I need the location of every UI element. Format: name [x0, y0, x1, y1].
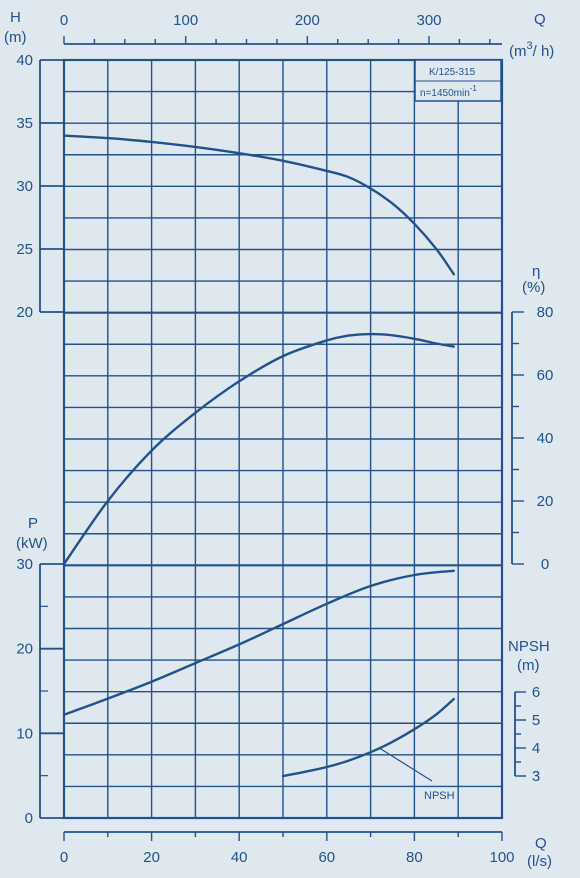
q-bottom-axis-unit: (l/s) [527, 853, 552, 870]
q-bottom-tick-label: 0 [60, 849, 68, 866]
q-top-tick-label: 300 [416, 12, 441, 29]
info-box: K/125-315 n=1450min-1 [414, 59, 502, 102]
power-tick-label: 20 [16, 641, 33, 658]
efficiency-axis-label: η [532, 263, 540, 280]
power-tick-label: 0 [25, 810, 33, 827]
power-tick-label: 30 [16, 556, 33, 573]
curves [62, 134, 455, 778]
head-curve [62, 134, 455, 276]
npsh-axis-label: NPSH [508, 638, 550, 655]
power-axis-label: P [28, 515, 38, 532]
npsh-curve [281, 697, 455, 778]
efficiency-curve [62, 332, 455, 566]
efficiency-tick-label: 80 [537, 304, 554, 321]
q-top-unit-base: (m [509, 43, 527, 60]
plot-frame [62, 58, 504, 820]
q-bottom-axis-label: Q [535, 835, 547, 852]
head-tick-label: 40 [16, 52, 33, 69]
efficiency-tick-label: 20 [537, 493, 554, 510]
head-tick-label: 25 [16, 241, 33, 258]
power-tick-label: 10 [16, 725, 33, 742]
npsh-tick-label: 6 [532, 684, 540, 701]
efficiency-tick-label: 40 [537, 430, 554, 447]
q-top-axis-label: Q [534, 11, 546, 28]
q-top-axis-unit: (m3/ h) [509, 40, 554, 60]
head-axis-label: H [10, 9, 21, 26]
q-bottom-tick-label: 60 [318, 849, 335, 866]
info-speed-base: n=1450min [420, 88, 470, 99]
efficiency-tick-label: 0 [541, 556, 549, 573]
q-top-unit-sup: 3 [527, 40, 533, 52]
power-curve [62, 569, 455, 716]
info-speed-sup: -1 [470, 84, 478, 93]
info-model: K/125-315 [429, 67, 476, 78]
q-bottom-tick-label: 20 [143, 849, 160, 866]
npsh-tick-label: 5 [532, 712, 540, 729]
head-tick-label: 20 [16, 304, 33, 321]
plot-border [62, 58, 504, 820]
npsh-tick-label: 3 [532, 768, 540, 785]
q-top-tick-label: 100 [173, 12, 198, 29]
head-axis-unit: (m) [4, 29, 27, 46]
q-bottom-tick-label: 80 [406, 849, 423, 866]
npsh-tick-label: 4 [532, 740, 540, 757]
q-top-tick-label: 0 [60, 12, 68, 29]
power-axis-unit: (kW) [16, 535, 48, 552]
efficiency-tick-label: 60 [537, 367, 554, 384]
npsh-annotation-label: NPSH [424, 790, 455, 802]
efficiency-axis-unit: (%) [522, 279, 545, 296]
head-tick-label: 35 [16, 115, 33, 132]
npsh-axis-unit: (m) [517, 657, 540, 674]
head-tick-label: 30 [16, 178, 33, 195]
q-top-unit-tail: / h) [533, 43, 555, 60]
grid [64, 60, 502, 818]
q-bottom-tick-label: 100 [489, 849, 514, 866]
q-bottom-tick-label: 40 [231, 849, 248, 866]
npsh-annotation-leader [379, 747, 433, 782]
q-top-tick-label: 200 [295, 12, 320, 29]
info-speed: n=1450min-1 [420, 84, 477, 99]
